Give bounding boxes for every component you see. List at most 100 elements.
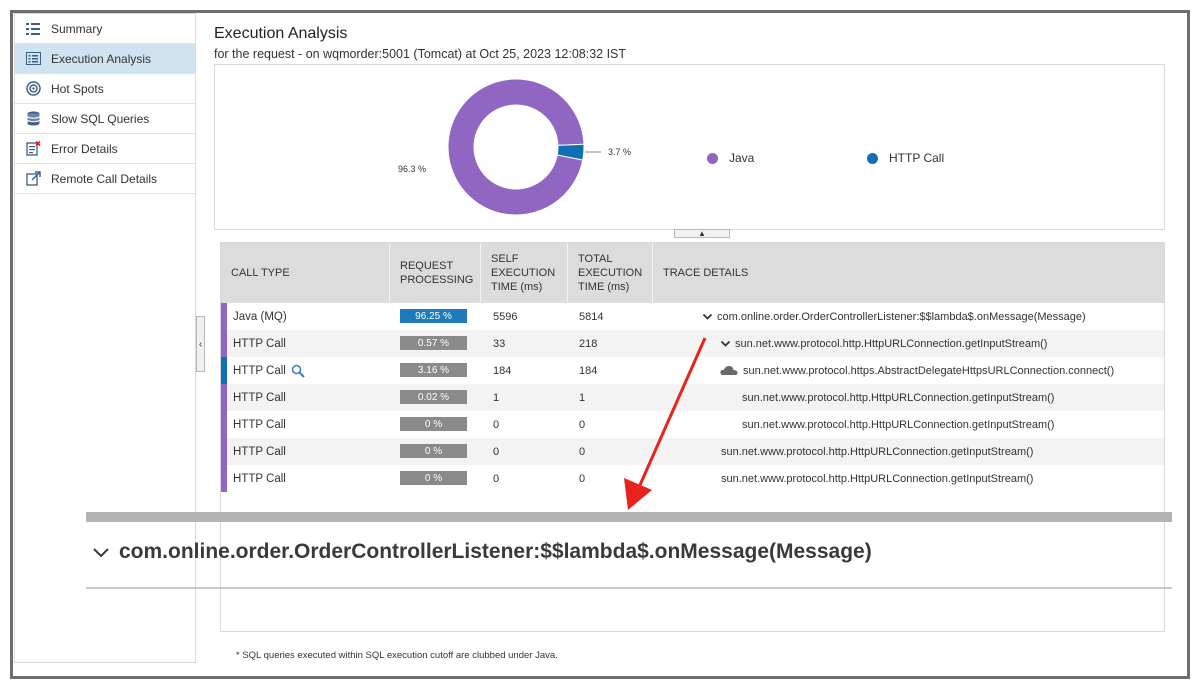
slice-label-java: 96.3 % — [398, 164, 426, 174]
chevron-down-icon[interactable] — [720, 338, 731, 349]
chart-collapse-toggle[interactable]: ▲ — [674, 229, 730, 238]
zoomed-trace-text: com.online.order.OrderControllerListener… — [119, 540, 872, 563]
sidebar-item-slow-sql-queries[interactable]: Slow SQL Queries — [15, 104, 195, 134]
call-type-cell: HTTP Call — [233, 419, 286, 431]
table-row[interactable]: HTTP Call 0.57 % 33 218 sun.net.www.protocol… — [221, 330, 1164, 357]
column-header-call-type[interactable]: CALL TYPE — [221, 243, 390, 303]
total-execution-time: 218 — [579, 337, 598, 350]
collapse-sidebar-handle[interactable]: ‹ — [196, 316, 205, 372]
page-subtitle: for the request - on wqmorder:5001 (Tomc… — [214, 47, 627, 61]
execution-table: CALL TYPE REQUEST PROCESSING SELF EXECUTIO… — [220, 242, 1165, 632]
trace-method-text: com.online.order.OrderControllerListener… — [717, 310, 1086, 323]
search-icon[interactable] — [291, 364, 305, 378]
request-processing-badge: 0.57 % — [400, 336, 467, 350]
list-icon — [25, 21, 41, 37]
table-row[interactable]: HTTP Call 0.02 % 1 1 sun.net.www.protocol.ht… — [221, 384, 1164, 411]
sidebar-item-hot-spots[interactable]: Hot Spots — [15, 74, 195, 104]
trace-detail[interactable]: sun.net.www.protocol.http.HttpURLConnect… — [721, 446, 1033, 458]
trace-method-text: sun.net.www.protocol.http.HttpURLConnect… — [721, 472, 1034, 485]
self-execution-time: 184 — [493, 364, 512, 377]
header-label: REQUEST PROCESSING — [400, 259, 474, 286]
total-execution-time: 0 — [579, 445, 586, 458]
sidebar: Summary Execution Analysis Hot Spots Slo… — [14, 13, 196, 663]
column-header-request-processing[interactable]: REQUEST PROCESSING — [390, 243, 481, 303]
trace-detail[interactable]: com.online.order.OrderControllerListener… — [702, 311, 1086, 323]
column-header-self-execution[interactable]: SELF EXECUTION TIME (ms) — [481, 243, 568, 303]
error-doc-icon — [25, 141, 41, 157]
chevron-down-icon — [93, 548, 109, 558]
trace-detail[interactable]: sun.net.www.protocol.http.HttpURLConnect… — [742, 419, 1054, 431]
call-type-cell: HTTP Call — [233, 364, 305, 378]
trace-detail[interactable]: sun.net.www.protocol.http.HttpURLConnect… — [721, 473, 1033, 485]
sidebar-item-label: Execution Analysis — [51, 51, 152, 66]
chevron-down-icon[interactable] — [702, 311, 713, 322]
sidebar-item-summary[interactable]: Summary — [15, 14, 195, 44]
trace-method-text: sun.net.www.protocol.http.HttpURLConnect… — [721, 445, 1034, 458]
request-processing-badge: 0 % — [400, 417, 467, 431]
zoom-divider-top — [86, 512, 1172, 522]
call-type-cell: HTTP Call — [233, 392, 286, 404]
self-execution-time: 0 — [493, 472, 500, 485]
row-color-marker — [221, 384, 227, 411]
cloud-icon — [720, 366, 738, 375]
trace-method-text: sun.net.www.protocol.http.HttpURLConnect… — [742, 391, 1055, 404]
row-color-marker — [221, 438, 227, 465]
table-row[interactable]: HTTP Call 0 % 0 0 sun.net.www.protocol.http.… — [221, 465, 1164, 492]
call-type-label: HTTP Call — [233, 391, 286, 404]
external-link-icon — [25, 171, 41, 187]
column-header-total-execution[interactable]: TOTAL EXECUTION TIME (ms) — [568, 243, 653, 303]
table-row[interactable]: HTTP Call 3.16 % 184 184 sun.net.www.protoco… — [221, 357, 1164, 384]
legend-label: HTTP Call — [889, 151, 945, 165]
table-row[interactable]: HTTP Call 0 % 0 0 sun.net.www.protocol.http.… — [221, 411, 1164, 438]
table-row[interactable]: HTTP Call 0 % 0 0 sun.net.www.protocol.http.… — [221, 438, 1164, 465]
zoomed-trace-detail: com.online.order.OrderControllerListener… — [91, 540, 872, 564]
footnote: * SQL queries executed within SQL execut… — [236, 650, 558, 661]
trace-detail[interactable]: sun.net.www.protocol.http.HttpURLConnect… — [742, 392, 1054, 404]
sidebar-item-remote-call-details[interactable]: Remote Call Details — [15, 164, 195, 194]
legend-marker — [867, 152, 878, 164]
call-type-cell: HTTP Call — [233, 473, 286, 485]
slice-http-call[interactable] — [556, 143, 585, 161]
call-type-cell: Java (MQ) — [233, 311, 287, 323]
legend-item-java[interactable]: Java — [707, 151, 754, 165]
total-execution-time: 0 — [579, 472, 586, 485]
request-processing-badge: 0 % — [400, 444, 467, 458]
database-icon — [25, 111, 41, 127]
trace-detail[interactable]: sun.net.www.protocol.https.AbstractDeleg… — [720, 365, 1114, 377]
legend-item-http-call[interactable]: HTTP Call — [867, 151, 944, 165]
chart-panel: 96.3 % 3.7 % Java HTTP Call — [214, 64, 1165, 230]
donut-chart: 96.3 % 3.7 % — [398, 78, 631, 216]
sidebar-item-label: Hot Spots — [51, 81, 104, 96]
total-execution-time: 1 — [579, 391, 586, 404]
call-type-label: Java (MQ) — [233, 310, 287, 323]
header-label: SELF EXECUTION TIME (ms) — [491, 252, 556, 294]
chevron-left-icon: ‹ — [198, 338, 203, 350]
column-header-trace-details[interactable]: TRACE DETAILS — [653, 243, 1164, 303]
sidebar-item-execution-analysis[interactable]: Execution Analysis — [15, 44, 195, 74]
self-execution-time: 5596 — [493, 310, 518, 323]
request-processing-badge: 0 % — [400, 471, 467, 485]
table-row[interactable]: Java (MQ) 96.25 % 5596 5814 com.online.order… — [221, 303, 1164, 330]
slice-label-http-call: 3.7 % — [608, 147, 631, 157]
page-title: Execution Analysis — [214, 25, 348, 42]
chevron-up-icon: ▲ — [698, 228, 706, 238]
call-type-label: HTTP Call — [233, 472, 286, 485]
call-type-label: HTTP Call — [233, 364, 286, 377]
slice-java[interactable] — [447, 78, 585, 216]
row-color-marker — [221, 357, 227, 384]
row-color-marker — [221, 303, 227, 330]
row-color-marker — [221, 411, 227, 438]
execution-list-icon — [25, 51, 41, 67]
call-type-label: HTTP Call — [233, 418, 286, 431]
total-execution-time: 0 — [579, 418, 586, 431]
row-color-marker — [221, 330, 227, 357]
self-execution-time: 0 — [493, 418, 500, 431]
zoom-divider-bottom — [86, 587, 1172, 589]
target-icon — [25, 81, 41, 97]
self-execution-time: 1 — [493, 391, 500, 404]
self-execution-time: 0 — [493, 445, 500, 458]
call-type-label: HTTP Call — [233, 337, 286, 350]
trace-detail[interactable]: sun.net.www.protocol.http.HttpURLConnect… — [720, 338, 1047, 350]
sidebar-item-error-details[interactable]: Error Details — [15, 134, 195, 164]
total-execution-time: 184 — [579, 364, 598, 377]
